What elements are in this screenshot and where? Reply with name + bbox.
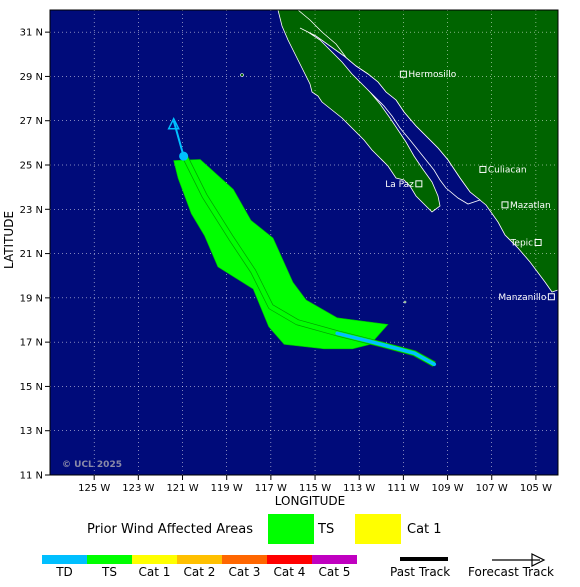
lon-tick-label: 119 W [211,483,243,494]
y-axis-title: LATITUDE [2,211,16,269]
city-label: Manzanillo [498,293,546,303]
colorbar-segment [267,555,312,564]
lon-tick-label: 109 W [431,483,463,494]
colorbar-label: Cat 4 [273,565,306,579]
island [403,300,407,304]
x-axis-title: LONGITUDE [275,494,345,508]
colorbar-label: TD [56,565,73,579]
storm-track-map: Hermosillo La Paz Culiacan Mazatlan Tepic Man… [2,9,559,508]
map-frame [49,9,559,476]
colorbar-segment [312,555,357,564]
lat-tick-label: 27 N [20,116,43,127]
city-marker [479,165,487,173]
lon-tick-label: 111 W [387,483,419,494]
current-position-marker [179,151,189,161]
colorbar-label: Cat 2 [183,565,216,579]
city-label: Hermosillo [408,70,456,80]
city-marker [501,201,509,209]
lon-tick-label: 125 W [78,483,110,494]
category-colorbar [42,555,357,564]
lat-tick-label: 25 N [20,161,43,172]
lon-tick-label: 123 W [122,483,154,494]
past-track-td-segment [335,331,437,367]
colorbar-segment [177,555,222,564]
lat-tick-label: 19 N [20,293,43,304]
colorbar-segment [132,555,177,564]
past-track-sample [400,557,448,561]
colorbar-label: Cat 3 [228,565,261,579]
colorbar-segment [42,555,87,564]
ts-swatch [268,514,314,544]
lon-tick-label: 113 W [343,483,375,494]
lat-tick-label: 23 N [20,205,43,216]
cat1-swatch [355,514,401,544]
city-label: Culiacan [488,165,527,175]
colorbar-label: Cat 5 [318,565,351,579]
forecast-track-line [172,120,185,157]
forecast-track-sample [492,553,546,567]
city-marker [534,239,542,246]
credit-text: © UCL 2025 [62,460,122,470]
wind-area-legend: Prior Wind Affected Areas TS Cat 1 [0,512,580,548]
city-marker [399,70,407,78]
colorbar-segment [87,555,132,564]
lat-tick-label: 11 N [20,471,43,482]
lat-tick-label: 15 N [20,382,43,393]
lat-tick-label: 31 N [20,28,43,39]
lon-tick-label: 107 W [476,483,508,494]
colorbar-label: TS [102,565,117,579]
gulf-of-california [299,27,481,205]
lon-tick-label: 115 W [299,483,331,494]
lat-tick-label: 21 N [20,249,43,260]
prior-wind-label: Prior Wind Affected Areas [87,522,253,537]
ts-label: TS [318,522,335,537]
lat-tick-label: 29 N [20,72,43,83]
forecast-track-label: Forecast Track [468,565,554,579]
city-marker [547,293,555,301]
city-label: Mazatlan [510,201,551,211]
lat-tick-label: 13 N [20,426,43,437]
lat-tick-label: 17 N [20,338,43,349]
cat1-label: Cat 1 [407,522,442,537]
lon-tick-label: 105 W [520,483,552,494]
ts-wind-swath [173,159,389,350]
forecast-arrowhead [167,117,180,130]
island [240,73,244,77]
past-track-label: Past Track [390,565,451,579]
city-label: La Paz [385,180,414,190]
lon-tick-label: 117 W [255,483,287,494]
lon-tick-label: 121 W [166,483,198,494]
city-label: Tepic [509,239,533,249]
colorbar-label: Cat 1 [138,565,171,579]
city-marker [415,180,423,188]
colorbar-segment [222,555,267,564]
